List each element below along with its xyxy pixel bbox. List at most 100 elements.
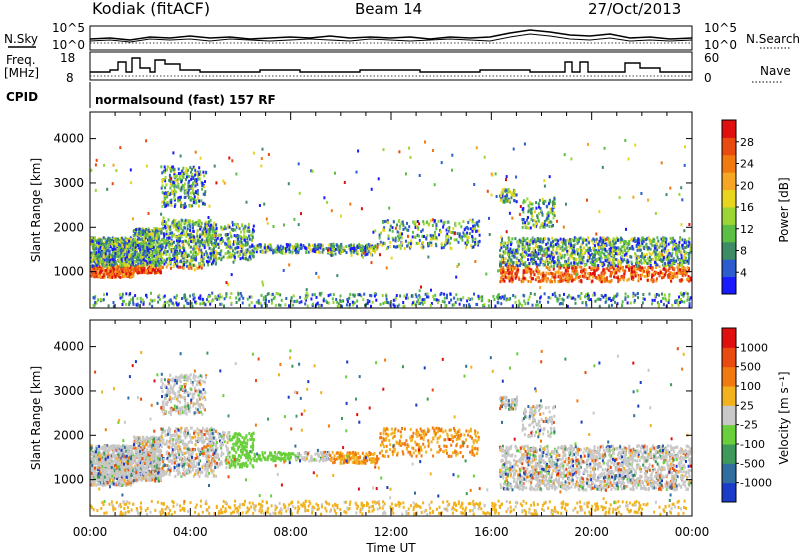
echo-cell (208, 246, 211, 250)
echo-cell (383, 242, 386, 246)
echo-cell (162, 232, 165, 236)
echo-cell (300, 243, 302, 247)
echo-cell (381, 243, 384, 247)
echo-cell (104, 246, 107, 250)
echo-cell (172, 225, 175, 229)
echo-cell (124, 257, 127, 261)
echo-cell (100, 242, 103, 246)
echo-cell (170, 184, 173, 188)
echo-cell (431, 224, 434, 228)
echo-cell (186, 170, 188, 174)
echo-cell (125, 260, 128, 264)
echo-cell (199, 240, 202, 244)
echo-cell (205, 170, 208, 174)
echo-cell (650, 278, 653, 282)
echo-cell (648, 273, 651, 277)
echo-cell (418, 238, 421, 242)
echo-cell (222, 239, 224, 243)
echo-cell (121, 236, 124, 240)
echo-cell (471, 239, 474, 243)
echo-cell (638, 267, 641, 271)
echo-cell (179, 198, 182, 201)
echo-cell (342, 246, 345, 250)
echo-cell (158, 252, 161, 256)
echo-cell (366, 243, 368, 247)
echo-cell (547, 254, 550, 258)
echo-cell (677, 271, 680, 275)
echo-cell (430, 241, 433, 245)
echo-cell (173, 167, 176, 171)
echo-cell (188, 222, 191, 226)
echo-cell (178, 187, 181, 191)
echo-cell (619, 266, 622, 270)
date-title: 27/Oct/2013 (588, 0, 681, 18)
echo-cell (128, 266, 131, 269)
echo-cell (95, 259, 98, 263)
echo-cell (543, 262, 546, 266)
echo-cell (202, 233, 205, 237)
echo-cell (671, 236, 674, 240)
echo-cell (678, 246, 681, 250)
echo-cell (658, 253, 661, 256)
echo-cell (132, 270, 135, 274)
echo-cell (433, 237, 436, 241)
echo-cell (564, 262, 567, 266)
echo-cell (500, 276, 503, 279)
echo-cell (163, 194, 166, 198)
echo-cell (447, 238, 450, 242)
echo-cell (597, 264, 600, 267)
echo-cell (180, 234, 182, 238)
echo-cell (521, 238, 524, 242)
echo-cell (97, 262, 100, 266)
echo-cell (605, 242, 608, 246)
echo-cell (191, 191, 194, 195)
echo-cell (572, 257, 575, 261)
echo-cell (235, 246, 238, 250)
echo-cell (664, 241, 667, 245)
echo-cell (570, 244, 573, 247)
echo-cell (225, 246, 228, 249)
echo-cell (417, 228, 420, 231)
echo-cell (682, 267, 685, 271)
echo-cell (156, 232, 159, 236)
echo-cell (537, 252, 540, 256)
echo-cell (253, 250, 256, 254)
echo-cell (164, 246, 167, 250)
echo-cell (506, 196, 509, 200)
echo-cell (173, 263, 176, 266)
echo-cell (174, 235, 177, 239)
echo-cell (202, 256, 205, 260)
echo-cell (96, 267, 99, 271)
echo-cell (187, 182, 190, 186)
echo-cell (623, 253, 626, 257)
echo-cell (183, 171, 185, 175)
echo-cell (560, 256, 563, 260)
echo-cell (671, 272, 674, 276)
echo-cell (141, 231, 144, 234)
echo-cell (297, 249, 300, 253)
echo-cell (511, 270, 513, 274)
echo-cell (112, 245, 115, 249)
echo-cell (651, 268, 654, 272)
echo-cell (684, 261, 687, 264)
echo-cell (177, 183, 180, 187)
echo-cell (598, 278, 601, 282)
echo-cell (558, 252, 561, 256)
echo-cell (535, 269, 538, 273)
echo-cell (688, 266, 690, 270)
echo-cell (171, 165, 174, 169)
echo-cell (544, 260, 547, 264)
echo-cell (566, 249, 569, 253)
echo-cell (104, 264, 107, 268)
echo-cell (549, 211, 552, 215)
echo-cell (348, 247, 351, 251)
echo-cell (93, 244, 96, 248)
echo-cell (196, 183, 199, 186)
echo-cell (508, 237, 511, 241)
echo-cell (132, 274, 135, 278)
echo-cell (682, 269, 685, 273)
echo-cell (213, 230, 216, 234)
echo-cell (364, 244, 367, 248)
echo-cell (658, 251, 661, 254)
echo-cell (204, 221, 207, 224)
